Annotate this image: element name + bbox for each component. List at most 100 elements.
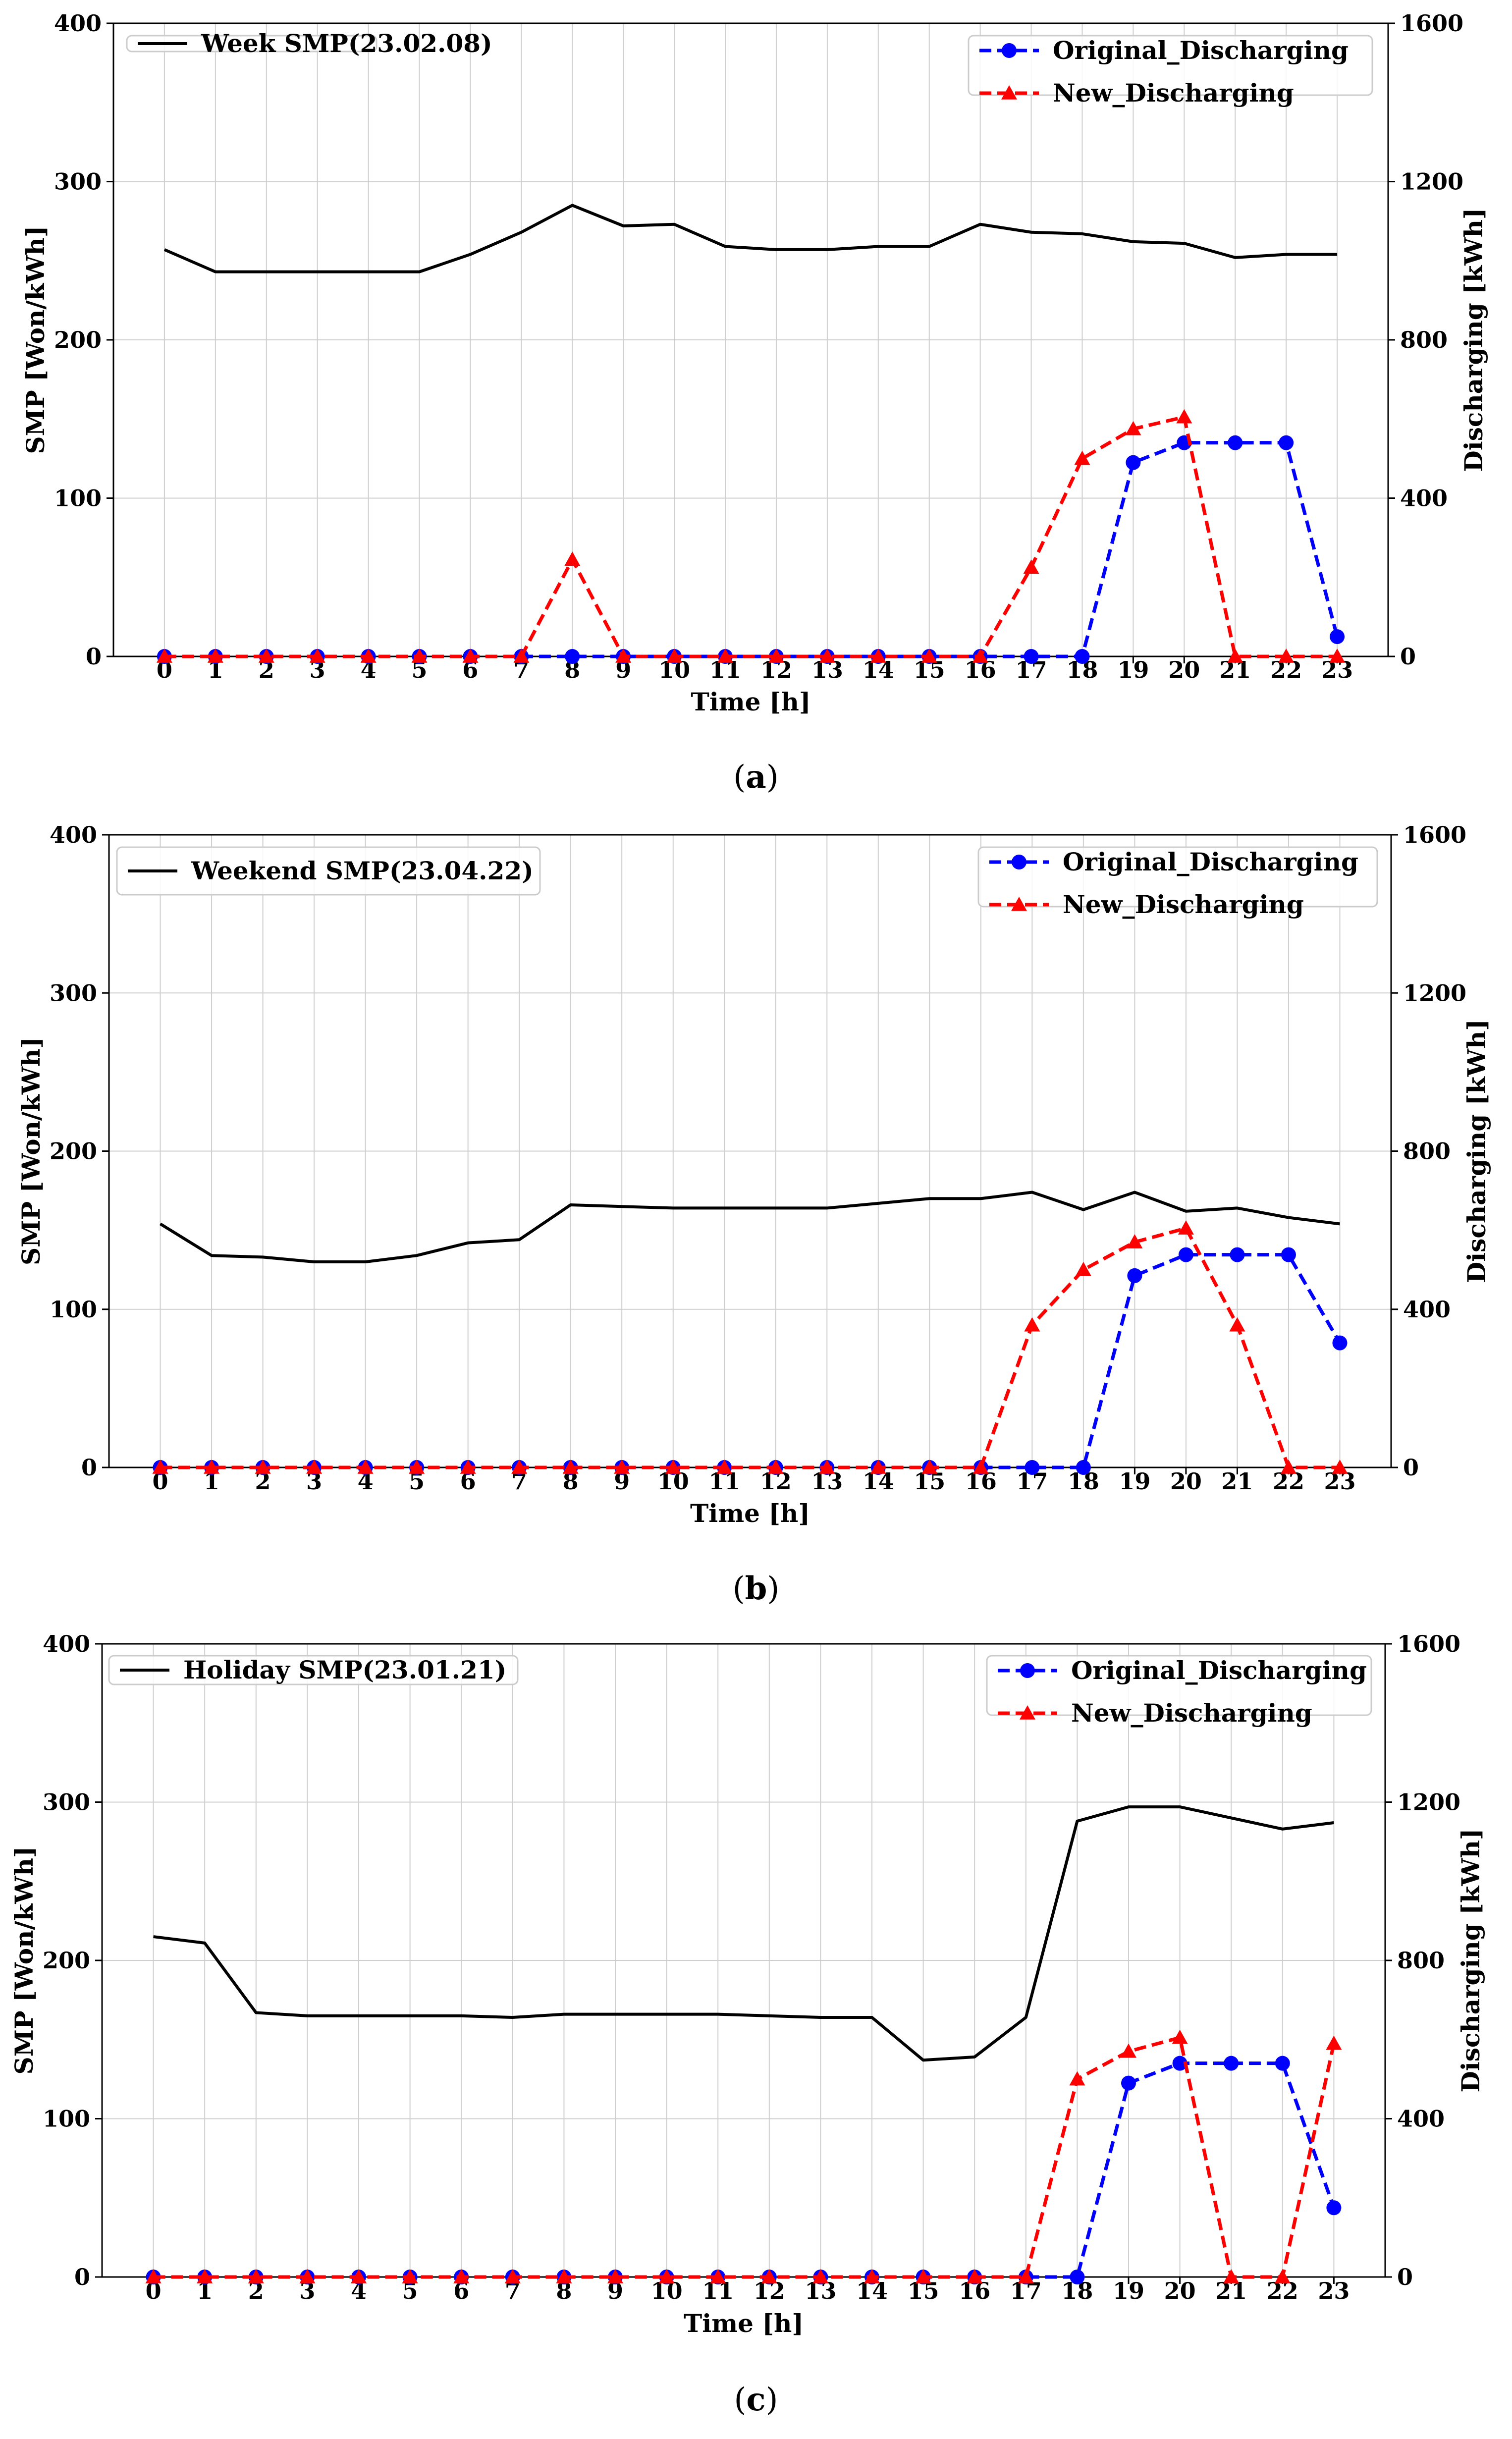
pb-point-new-18 [1075, 1261, 1091, 1276]
pb-legend-discharging-box [977, 846, 1378, 908]
pa-point-new-10 [666, 649, 683, 663]
pc-point-new-8 [556, 2269, 572, 2283]
pb-point-new-11 [716, 1460, 733, 1474]
pa-y-left-tick-label: 200 [54, 326, 102, 353]
pc-point-new-19 [1121, 2043, 1136, 2058]
pc-point-new-9 [607, 2269, 623, 2283]
pb-point-original-21 [1230, 1247, 1245, 1262]
pb-y-right-tick-label: 1200 [1403, 979, 1466, 1006]
pb-y-right-axis-label: Discharging [kWh] [1462, 1019, 1491, 1283]
pa-point-new-13 [819, 649, 835, 663]
pa-point-new-4 [360, 649, 377, 663]
pc-point-new-16 [967, 2269, 983, 2283]
pb-legend-label-2: New_Discharging [1063, 890, 1304, 919]
pc-legend-marker-circle [1020, 1663, 1035, 1678]
pb-x-tick-label: 21 [1221, 1468, 1253, 1495]
pc-point-original-23 [1326, 2200, 1342, 2216]
pc-point-new-23 [1326, 2035, 1342, 2050]
pc-point-new-7 [504, 2269, 521, 2283]
pb-grid [109, 834, 1391, 1468]
pa-point-original-23 [1330, 629, 1345, 645]
pc-legend-discharging: Original_Discharging New_Discharging [986, 1655, 1372, 1728]
pa-legend-label-2: New_Discharging [1053, 78, 1294, 108]
pb-caption: (b) [733, 1570, 780, 1607]
pa-point-new-3 [309, 649, 325, 663]
pc-point-new-20 [1172, 2029, 1188, 2044]
pc-y-right-tick-label: 1200 [1397, 1789, 1460, 1816]
pa-legend-smp-label: Week SMP(23.02.08) [201, 29, 492, 58]
pb-point-new-14 [870, 1460, 886, 1474]
pa-point-new-5 [411, 649, 428, 663]
pa-y-right-tick-label: 400 [1400, 485, 1448, 512]
pb-point-new-17 [1024, 1317, 1040, 1332]
pb-caption-close: ) [767, 1571, 779, 1607]
pc-x-axis-label: Time [h] [684, 2309, 804, 2338]
pb-point-new-20 [1178, 1220, 1194, 1235]
pc-point-new-3 [299, 2269, 316, 2283]
pb-y-right-tick-label: 1600 [1403, 821, 1466, 848]
pb-point-new-15 [921, 1460, 938, 1474]
pc-point-new-14 [864, 2269, 880, 2283]
pa-caption-open: ( [733, 759, 746, 796]
pa-point-new-19 [1125, 421, 1141, 435]
pb-legend-smp: Weekend SMP(23.04.22) [116, 846, 541, 896]
pa-legend-marker-triangle [1001, 85, 1017, 100]
pb-x-tick-label: 19 [1119, 1468, 1150, 1495]
pa-y-left-axis-label: SMP [Won/kWh] [21, 226, 50, 454]
pa-caption: (a) [733, 759, 778, 796]
pc-point-original-18 [1070, 2270, 1085, 2284]
pa-point-new-1 [207, 649, 223, 663]
pc-legend-label-2: New_Discharging [1071, 1698, 1312, 1728]
pa-point-new-17 [1023, 559, 1039, 574]
pb-point-new-0 [152, 1460, 168, 1474]
pc-caption-letter: c [747, 2381, 766, 2418]
pa-point-new-20 [1176, 409, 1192, 424]
pb-point-new-19 [1127, 1234, 1143, 1248]
pc-x-tick-label: 20 [1164, 2277, 1196, 2304]
pa-legend-label-1: Original_Discharging [1053, 36, 1349, 65]
pc-legend-smp-box [108, 1655, 519, 1685]
pa-point-original-22 [1279, 435, 1294, 450]
pc-point-new-6 [453, 2269, 470, 2283]
pc-series-line-2 [153, 2036, 1336, 2279]
pb-point-new-21 [1229, 1317, 1245, 1332]
pb-legend-smp-label: Weekend SMP(23.04.22) [191, 856, 534, 885]
pa-point-new-16 [972, 649, 988, 663]
pc-point-new-10 [658, 2269, 675, 2283]
pb-series-line-2 [160, 1226, 1340, 1469]
pa-point-new-2 [258, 649, 274, 663]
pa-legend-marker-circle [1002, 43, 1017, 58]
pb-point-new-23 [1332, 1460, 1348, 1474]
pb-x-axis-label: Time [h] [690, 1499, 810, 1528]
pc-point-original-20 [1172, 2056, 1188, 2071]
pb-point-original-22 [1281, 1247, 1296, 1262]
pb-legend-marker-circle [1012, 855, 1026, 869]
pb-point-original-20 [1178, 1247, 1193, 1262]
pc-point-new-18 [1069, 2071, 1085, 2086]
pb-y-left-tick-label: 100 [50, 1296, 97, 1323]
pb-legend-smp-box [116, 846, 541, 896]
pa-point-new-23 [1329, 649, 1346, 663]
pb-point-new-10 [665, 1460, 681, 1474]
pc-point-new-1 [197, 2269, 213, 2283]
pc-legend-smp: Holiday SMP(23.01.21) [108, 1655, 519, 1685]
pb-point-new-22 [1280, 1460, 1296, 1474]
pb-x-tick-label: 20 [1170, 1468, 1202, 1495]
pc-caption-close: ) [765, 2382, 778, 2418]
pb-point-new-13 [819, 1460, 835, 1474]
pa-point-new-9 [615, 649, 632, 663]
pb-point-new-6 [460, 1460, 476, 1474]
pc-y-left-tick-label: 400 [43, 1630, 90, 1657]
pc-x-tick-label: 23 [1318, 2277, 1350, 2304]
pc-series-line-0 [153, 1805, 1334, 2062]
pa-point-original-8 [565, 649, 580, 664]
pb-series-line-1 [160, 1253, 1342, 1469]
pc-grid [102, 1643, 1385, 2277]
pb-y-left-tick-label: 400 [50, 821, 97, 848]
pa-point-original-18 [1075, 649, 1090, 664]
pc-legend-discharging-box [986, 1655, 1372, 1716]
